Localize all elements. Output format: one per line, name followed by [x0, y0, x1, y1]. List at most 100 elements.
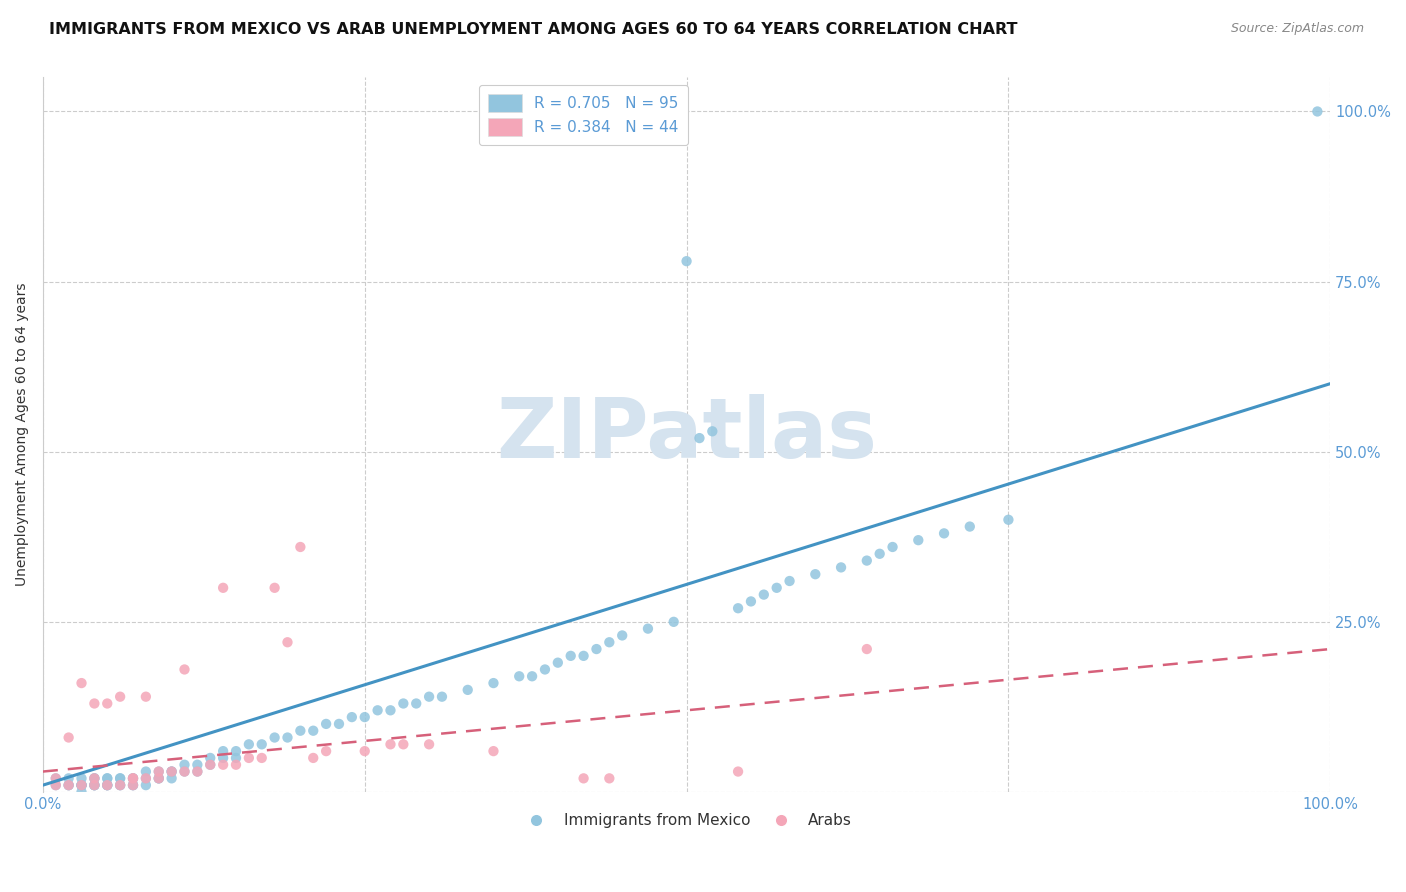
- Point: [122, 772, 145, 786]
- Point: [135, 764, 157, 779]
- Point: [779, 574, 801, 588]
- Point: [148, 772, 170, 786]
- Point: [148, 772, 170, 786]
- Point: [727, 601, 749, 615]
- Point: [96, 778, 118, 792]
- Point: [856, 642, 879, 657]
- Point: [186, 764, 208, 779]
- Point: [108, 778, 131, 792]
- Point: [856, 553, 879, 567]
- Point: [418, 737, 440, 751]
- Point: [122, 778, 145, 792]
- Point: [276, 635, 298, 649]
- Point: [675, 254, 697, 268]
- Point: [702, 425, 724, 439]
- Point: [932, 526, 955, 541]
- Point: [688, 431, 710, 445]
- Point: [290, 540, 312, 554]
- Point: [418, 690, 440, 704]
- Point: [70, 778, 93, 792]
- Point: [83, 778, 105, 792]
- Point: [353, 744, 375, 758]
- Point: [882, 540, 904, 554]
- Point: [740, 594, 762, 608]
- Point: [122, 772, 145, 786]
- Point: [70, 778, 93, 792]
- Point: [380, 703, 402, 717]
- Point: [869, 547, 891, 561]
- Point: [148, 772, 170, 786]
- Point: [212, 757, 235, 772]
- Point: [276, 731, 298, 745]
- Point: [263, 731, 285, 745]
- Point: [122, 772, 145, 786]
- Point: [200, 757, 222, 772]
- Point: [250, 737, 273, 751]
- Point: [482, 676, 505, 690]
- Y-axis label: Unemployment Among Ages 60 to 64 years: Unemployment Among Ages 60 to 64 years: [15, 283, 30, 586]
- Point: [70, 772, 93, 786]
- Text: Source: ZipAtlas.com: Source: ZipAtlas.com: [1230, 22, 1364, 36]
- Point: [302, 751, 325, 765]
- Point: [238, 737, 260, 751]
- Point: [353, 710, 375, 724]
- Point: [250, 751, 273, 765]
- Point: [547, 656, 569, 670]
- Point: [83, 697, 105, 711]
- Point: [96, 778, 118, 792]
- Point: [662, 615, 685, 629]
- Point: [572, 648, 595, 663]
- Point: [83, 778, 105, 792]
- Text: ZIPatlas: ZIPatlas: [496, 394, 877, 475]
- Point: [58, 778, 80, 792]
- Point: [70, 778, 93, 792]
- Point: [585, 642, 607, 657]
- Point: [96, 697, 118, 711]
- Point: [122, 778, 145, 792]
- Point: [238, 751, 260, 765]
- Point: [534, 663, 557, 677]
- Point: [612, 628, 634, 642]
- Point: [1306, 104, 1329, 119]
- Point: [263, 581, 285, 595]
- Point: [108, 772, 131, 786]
- Point: [160, 764, 183, 779]
- Point: [520, 669, 543, 683]
- Point: [173, 764, 195, 779]
- Point: [58, 772, 80, 786]
- Point: [45, 778, 67, 792]
- Point: [212, 751, 235, 765]
- Point: [315, 717, 337, 731]
- Point: [45, 778, 67, 792]
- Point: [83, 778, 105, 792]
- Point: [148, 764, 170, 779]
- Point: [173, 757, 195, 772]
- Point: [392, 697, 415, 711]
- Point: [225, 744, 247, 758]
- Point: [45, 772, 67, 786]
- Point: [122, 778, 145, 792]
- Point: [160, 764, 183, 779]
- Point: [96, 772, 118, 786]
- Point: [907, 533, 929, 548]
- Point: [752, 588, 775, 602]
- Point: [135, 772, 157, 786]
- Point: [135, 690, 157, 704]
- Point: [160, 772, 183, 786]
- Point: [765, 581, 787, 595]
- Point: [83, 772, 105, 786]
- Point: [430, 690, 453, 704]
- Point: [200, 751, 222, 765]
- Point: [186, 764, 208, 779]
- Point: [212, 744, 235, 758]
- Point: [70, 778, 93, 792]
- Point: [997, 513, 1019, 527]
- Point: [560, 648, 582, 663]
- Point: [212, 581, 235, 595]
- Point: [727, 764, 749, 779]
- Point: [959, 519, 981, 533]
- Point: [160, 764, 183, 779]
- Point: [148, 764, 170, 779]
- Point: [315, 744, 337, 758]
- Text: IMMIGRANTS FROM MEXICO VS ARAB UNEMPLOYMENT AMONG AGES 60 TO 64 YEARS CORRELATIO: IMMIGRANTS FROM MEXICO VS ARAB UNEMPLOYM…: [49, 22, 1018, 37]
